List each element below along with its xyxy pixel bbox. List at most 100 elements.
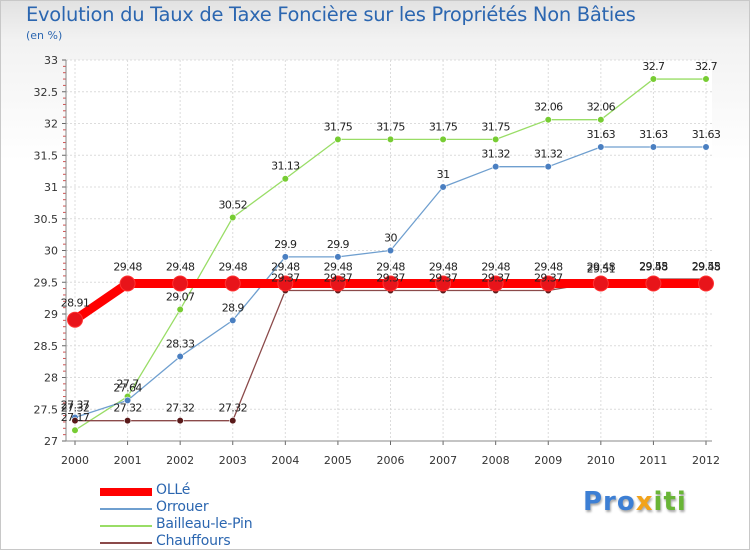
data-label-bailleau-le-pin: 31.75 bbox=[376, 120, 405, 133]
data-point-chauffours bbox=[123, 417, 132, 425]
data-label-chauffours: 29.37 bbox=[429, 272, 458, 285]
data-label-bailleau-le-pin: 31.13 bbox=[271, 160, 300, 173]
data-point-bailleau-le-pin bbox=[334, 135, 342, 143]
data-label-chauffours: 27.32 bbox=[166, 402, 195, 415]
line-chart: 27 27.5 28 28.5 29 29.5 30 30.5 31 31.5 32 32.5 33 20… bbox=[34, 54, 722, 467]
data-point-orrouer bbox=[176, 352, 184, 361]
data-point-bailleau-le-pin bbox=[597, 116, 605, 124]
x-tick-label: 2001 bbox=[114, 454, 142, 467]
data-label-orrouer: 30 bbox=[384, 232, 397, 245]
legend-label-orrouer: Orrouer bbox=[156, 499, 209, 515]
data-label-chauffours: 29.55 bbox=[639, 260, 668, 273]
data-label-chauffours: 29.37 bbox=[324, 272, 353, 285]
data-point-bailleau-le-pin bbox=[229, 213, 237, 222]
data-label-oll-: 29.48 bbox=[534, 261, 563, 274]
y-tick-label: 28.5 bbox=[34, 340, 59, 353]
data-label-bailleau-le-pin: 30.52 bbox=[219, 198, 248, 211]
data-label-chauffours: 29.37 bbox=[376, 272, 405, 285]
x-tick-label: 2007 bbox=[429, 454, 457, 467]
data-label-orrouer: 27.37 bbox=[61, 399, 90, 412]
data-point-chauffours bbox=[176, 417, 184, 425]
data-point-orrouer bbox=[544, 163, 552, 171]
data-label-orrouer: 28.9 bbox=[222, 301, 245, 314]
data-point-orrouer bbox=[386, 246, 395, 255]
data-point-bailleau-le-pin bbox=[386, 135, 395, 143]
data-point-bailleau-le-pin bbox=[544, 116, 552, 124]
data-label-chauffours: 29.55 bbox=[692, 260, 721, 273]
data-label-chauffours: 27.32 bbox=[219, 402, 248, 415]
data-label-bailleau-le-pin: 29.07 bbox=[166, 291, 195, 304]
x-tick-label: 2012 bbox=[692, 454, 720, 467]
legend-label-chauffours: Chauffours bbox=[156, 533, 231, 549]
x-tick-label: 2002 bbox=[166, 454, 194, 467]
data-label-bailleau-le-pin: 27.17 bbox=[61, 411, 90, 424]
data-label-orrouer: 31 bbox=[437, 168, 450, 181]
data-point-oll- bbox=[487, 275, 504, 292]
data-label-orrouer: 28.33 bbox=[166, 338, 195, 351]
data-label-chauffours: 29.37 bbox=[534, 272, 563, 285]
y-tick-label: 27 bbox=[44, 435, 58, 448]
data-point-chauffours bbox=[71, 417, 79, 425]
y-tick-label: 28 bbox=[44, 372, 58, 385]
y-tick-label: 33 bbox=[44, 54, 58, 67]
data-label-oll-: 29.48 bbox=[639, 261, 668, 274]
data-label-oll-: 29.48 bbox=[587, 261, 616, 274]
data-label-bailleau-le-pin: 31.75 bbox=[429, 120, 458, 133]
data-label-oll-: 29.48 bbox=[113, 261, 142, 274]
x-tick-label: 2010 bbox=[587, 454, 615, 467]
data-point-oll- bbox=[329, 275, 346, 292]
data-label-oll-: 29.48 bbox=[324, 261, 353, 274]
data-label-orrouer: 29.9 bbox=[327, 238, 350, 251]
data-label-chauffours: 29.37 bbox=[271, 272, 300, 285]
y-tick-label: 29.5 bbox=[34, 276, 59, 289]
data-point-chauffours bbox=[229, 417, 237, 425]
data-point-oll- bbox=[172, 275, 189, 292]
legend-swatch-orrouer bbox=[100, 508, 152, 510]
x-tick-label: 2004 bbox=[271, 454, 299, 467]
data-point-orrouer bbox=[123, 396, 132, 404]
data-point-oll- bbox=[277, 275, 294, 292]
chart-title: Evolution du Taux de Taxe Foncière sur l… bbox=[26, 3, 636, 26]
data-label-chauffours: 29.37 bbox=[481, 272, 510, 285]
data-label-oll-: 29.48 bbox=[271, 261, 300, 274]
data-point-bailleau-le-pin bbox=[492, 135, 500, 143]
data-point-oll- bbox=[435, 275, 452, 292]
data-label-bailleau-le-pin: 32.7 bbox=[695, 60, 718, 73]
data-point-orrouer bbox=[649, 143, 658, 151]
data-point-oll- bbox=[592, 275, 609, 292]
data-point-oll- bbox=[119, 275, 136, 292]
data-label-orrouer: 31.32 bbox=[534, 148, 563, 161]
data-point-bailleau-le-pin bbox=[71, 426, 79, 434]
legend-label-olle: OLLé bbox=[156, 482, 191, 498]
y-tick-label: 30 bbox=[44, 245, 58, 258]
x-tick-label: 2000 bbox=[61, 454, 89, 467]
data-label-bailleau-le-pin: 31.75 bbox=[324, 120, 353, 133]
data-label-bailleau-le-pin: 32.06 bbox=[534, 101, 563, 114]
y-tick-label: 32.5 bbox=[34, 86, 59, 99]
x-tick-label: 2006 bbox=[377, 454, 405, 467]
x-tick-label: 2009 bbox=[534, 454, 562, 467]
data-point-bailleau-le-pin bbox=[281, 175, 289, 183]
x-tick-label: 2005 bbox=[324, 454, 352, 467]
data-label-chauffours: 27.32 bbox=[61, 402, 90, 415]
chart-subtitle: (en %) bbox=[26, 29, 63, 42]
data-label-bailleau-le-pin: 32.06 bbox=[587, 101, 616, 114]
data-label-oll-: 29.48 bbox=[166, 261, 195, 274]
data-point-bailleau-le-pin bbox=[439, 135, 447, 143]
data-label-orrouer: 31.63 bbox=[639, 128, 668, 141]
axes: 27 27.5 28 28.5 29 29.5 30 30.5 31 31.5 32 32.5 33 20… bbox=[34, 54, 721, 467]
x-tick-label: 2008 bbox=[482, 454, 510, 467]
proxiti-logo: Proxiti bbox=[583, 487, 687, 517]
y-tick-label: 31 bbox=[44, 181, 58, 194]
data-label-bailleau-le-pin: 27.7 bbox=[117, 378, 140, 391]
data-label-chauffours: 29.51 bbox=[587, 263, 616, 276]
legend-swatch-bailleau bbox=[100, 525, 152, 527]
legend-swatch-chauffours bbox=[100, 542, 152, 544]
x-tick-label: 2011 bbox=[639, 454, 667, 467]
data-label-orrouer: 31.32 bbox=[481, 148, 510, 161]
y-tick-label: 31.5 bbox=[34, 149, 59, 162]
data-point-bailleau-le-pin bbox=[649, 75, 658, 83]
data-label-oll-: 29.48 bbox=[376, 261, 405, 274]
data-point-oll- bbox=[224, 275, 241, 292]
y-tick-label: 32 bbox=[44, 118, 58, 131]
